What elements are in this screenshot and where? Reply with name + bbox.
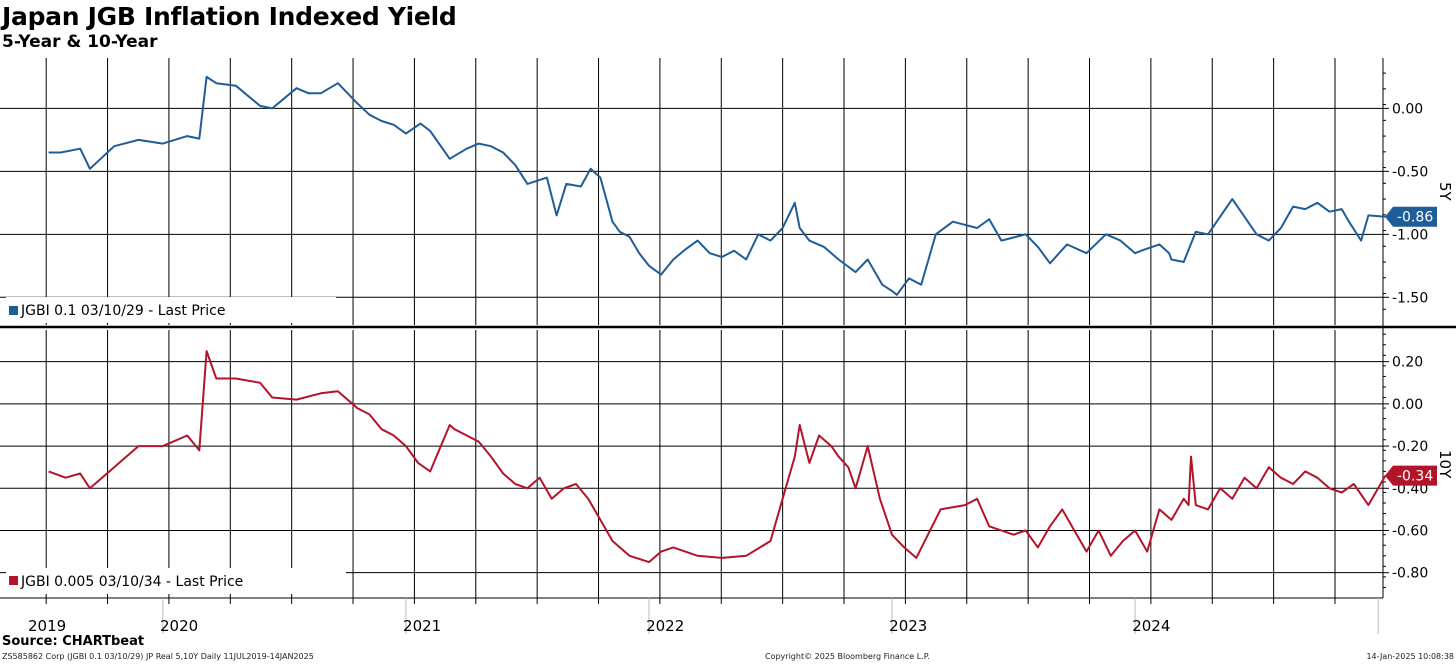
source-note: Source: CHARTbeat — [2, 634, 145, 649]
x-axis-ticks: 2019 2020 2021 2022 2023 2024 — [28, 598, 1379, 635]
side-label-5y: 5Y — [1436, 182, 1454, 202]
legend-10y-box — [6, 568, 346, 594]
y-tick-label: -0.60 — [1392, 523, 1428, 539]
top-y-ticks: 0.00 -0.50 -1.00 -1.50 — [1383, 72, 1428, 310]
legend-5y-box — [6, 297, 336, 323]
year-label-2021: 2021 — [403, 617, 441, 635]
top-panel-grid — [0, 58, 1383, 325]
series-line-10y — [48, 350, 1387, 564]
last-price-tag-10y: -0.34 — [1385, 465, 1437, 486]
footer-ticker-info: ZS585862 Corp (JGBI 0.1 03/10/29) JP Rea… — [2, 652, 314, 661]
legend-5y-label: JGBI 0.1 03/10/29 - Last Price — [20, 303, 225, 319]
y-tick-label: 0.00 — [1392, 101, 1423, 117]
last-price-tag-10y-shape — [1385, 465, 1437, 486]
chart-subtitle: 5-Year & 10-Year — [2, 32, 158, 52]
last-price-tag-5y-shape — [1385, 206, 1437, 227]
legend-5y-swatch — [9, 306, 18, 315]
y-tick-label: 0.00 — [1392, 397, 1423, 413]
last-price-tag-5y: -0.86 — [1385, 206, 1437, 227]
legend-10y-label: JGBI 0.005 03/10/34 - Last Price — [20, 574, 243, 590]
y-tick-label: -1.00 — [1392, 227, 1428, 243]
year-label-2019: 2019 — [28, 617, 66, 635]
y-tick-label: -1.50 — [1392, 290, 1428, 306]
legend-10y: JGBI 0.005 03/10/34 - Last Price — [6, 568, 346, 594]
year-label-2024: 2024 — [1132, 617, 1170, 635]
legend-5y: JGBI 0.1 03/10/29 - Last Price — [6, 297, 336, 323]
last-price-tag-5y-text: -0.86 — [1397, 210, 1433, 226]
legend-10y-swatch — [9, 576, 18, 585]
bottom-y-ticks: 0.200.00-0.20-0.40-0.60-0.80 — [1383, 333, 1428, 588]
chart-title: Japan JGB Inflation Indexed Yield — [2, 2, 457, 31]
footer-timestamp: 14-Jan-2025 10:08:38 — [1366, 652, 1454, 661]
side-label-10y: 10Y — [1436, 450, 1454, 479]
last-price-tag-10y-text: -0.34 — [1397, 469, 1433, 485]
series-line-5y — [48, 75, 1386, 296]
bottom-panel-grid — [0, 330, 1383, 598]
y-tick-label: -0.80 — [1392, 566, 1428, 582]
y-tick-label: -0.50 — [1392, 164, 1428, 180]
footer-copyright: Copyright© 2025 Bloomberg Finance L.P. — [765, 652, 930, 661]
y-tick-label: -0.20 — [1392, 439, 1428, 455]
year-label-2022: 2022 — [646, 617, 684, 635]
year-label-2020: 2020 — [160, 617, 198, 635]
year-label-2023: 2023 — [889, 617, 927, 635]
y-tick-label: 0.20 — [1392, 355, 1423, 371]
